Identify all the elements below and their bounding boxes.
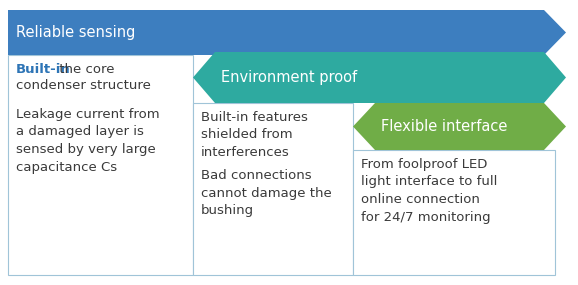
Text: Reliable sensing: Reliable sensing <box>16 25 135 40</box>
Text: From foolproof LED
light interface to full
online connection
for 24/7 monitoring: From foolproof LED light interface to fu… <box>361 158 498 223</box>
Bar <box>8 55 193 275</box>
Polygon shape <box>8 10 566 55</box>
Polygon shape <box>193 52 566 103</box>
Text: Environment proof: Environment proof <box>221 70 357 85</box>
Text: Flexible interface: Flexible interface <box>381 119 507 134</box>
Bar <box>353 150 555 275</box>
Text: Bad connections
cannot damage the
bushing: Bad connections cannot damage the bushin… <box>201 169 332 217</box>
Bar <box>193 103 353 275</box>
Text: Leakage current from
a damaged layer is
sensed by very large
capacitance Cs: Leakage current from a damaged layer is … <box>16 108 160 174</box>
Text: the core: the core <box>55 63 114 76</box>
Polygon shape <box>353 103 566 150</box>
Text: Built-in features
shielded from
interferences: Built-in features shielded from interfer… <box>201 111 308 159</box>
Text: Built-in: Built-in <box>16 63 71 76</box>
Text: condenser structure: condenser structure <box>16 79 151 92</box>
